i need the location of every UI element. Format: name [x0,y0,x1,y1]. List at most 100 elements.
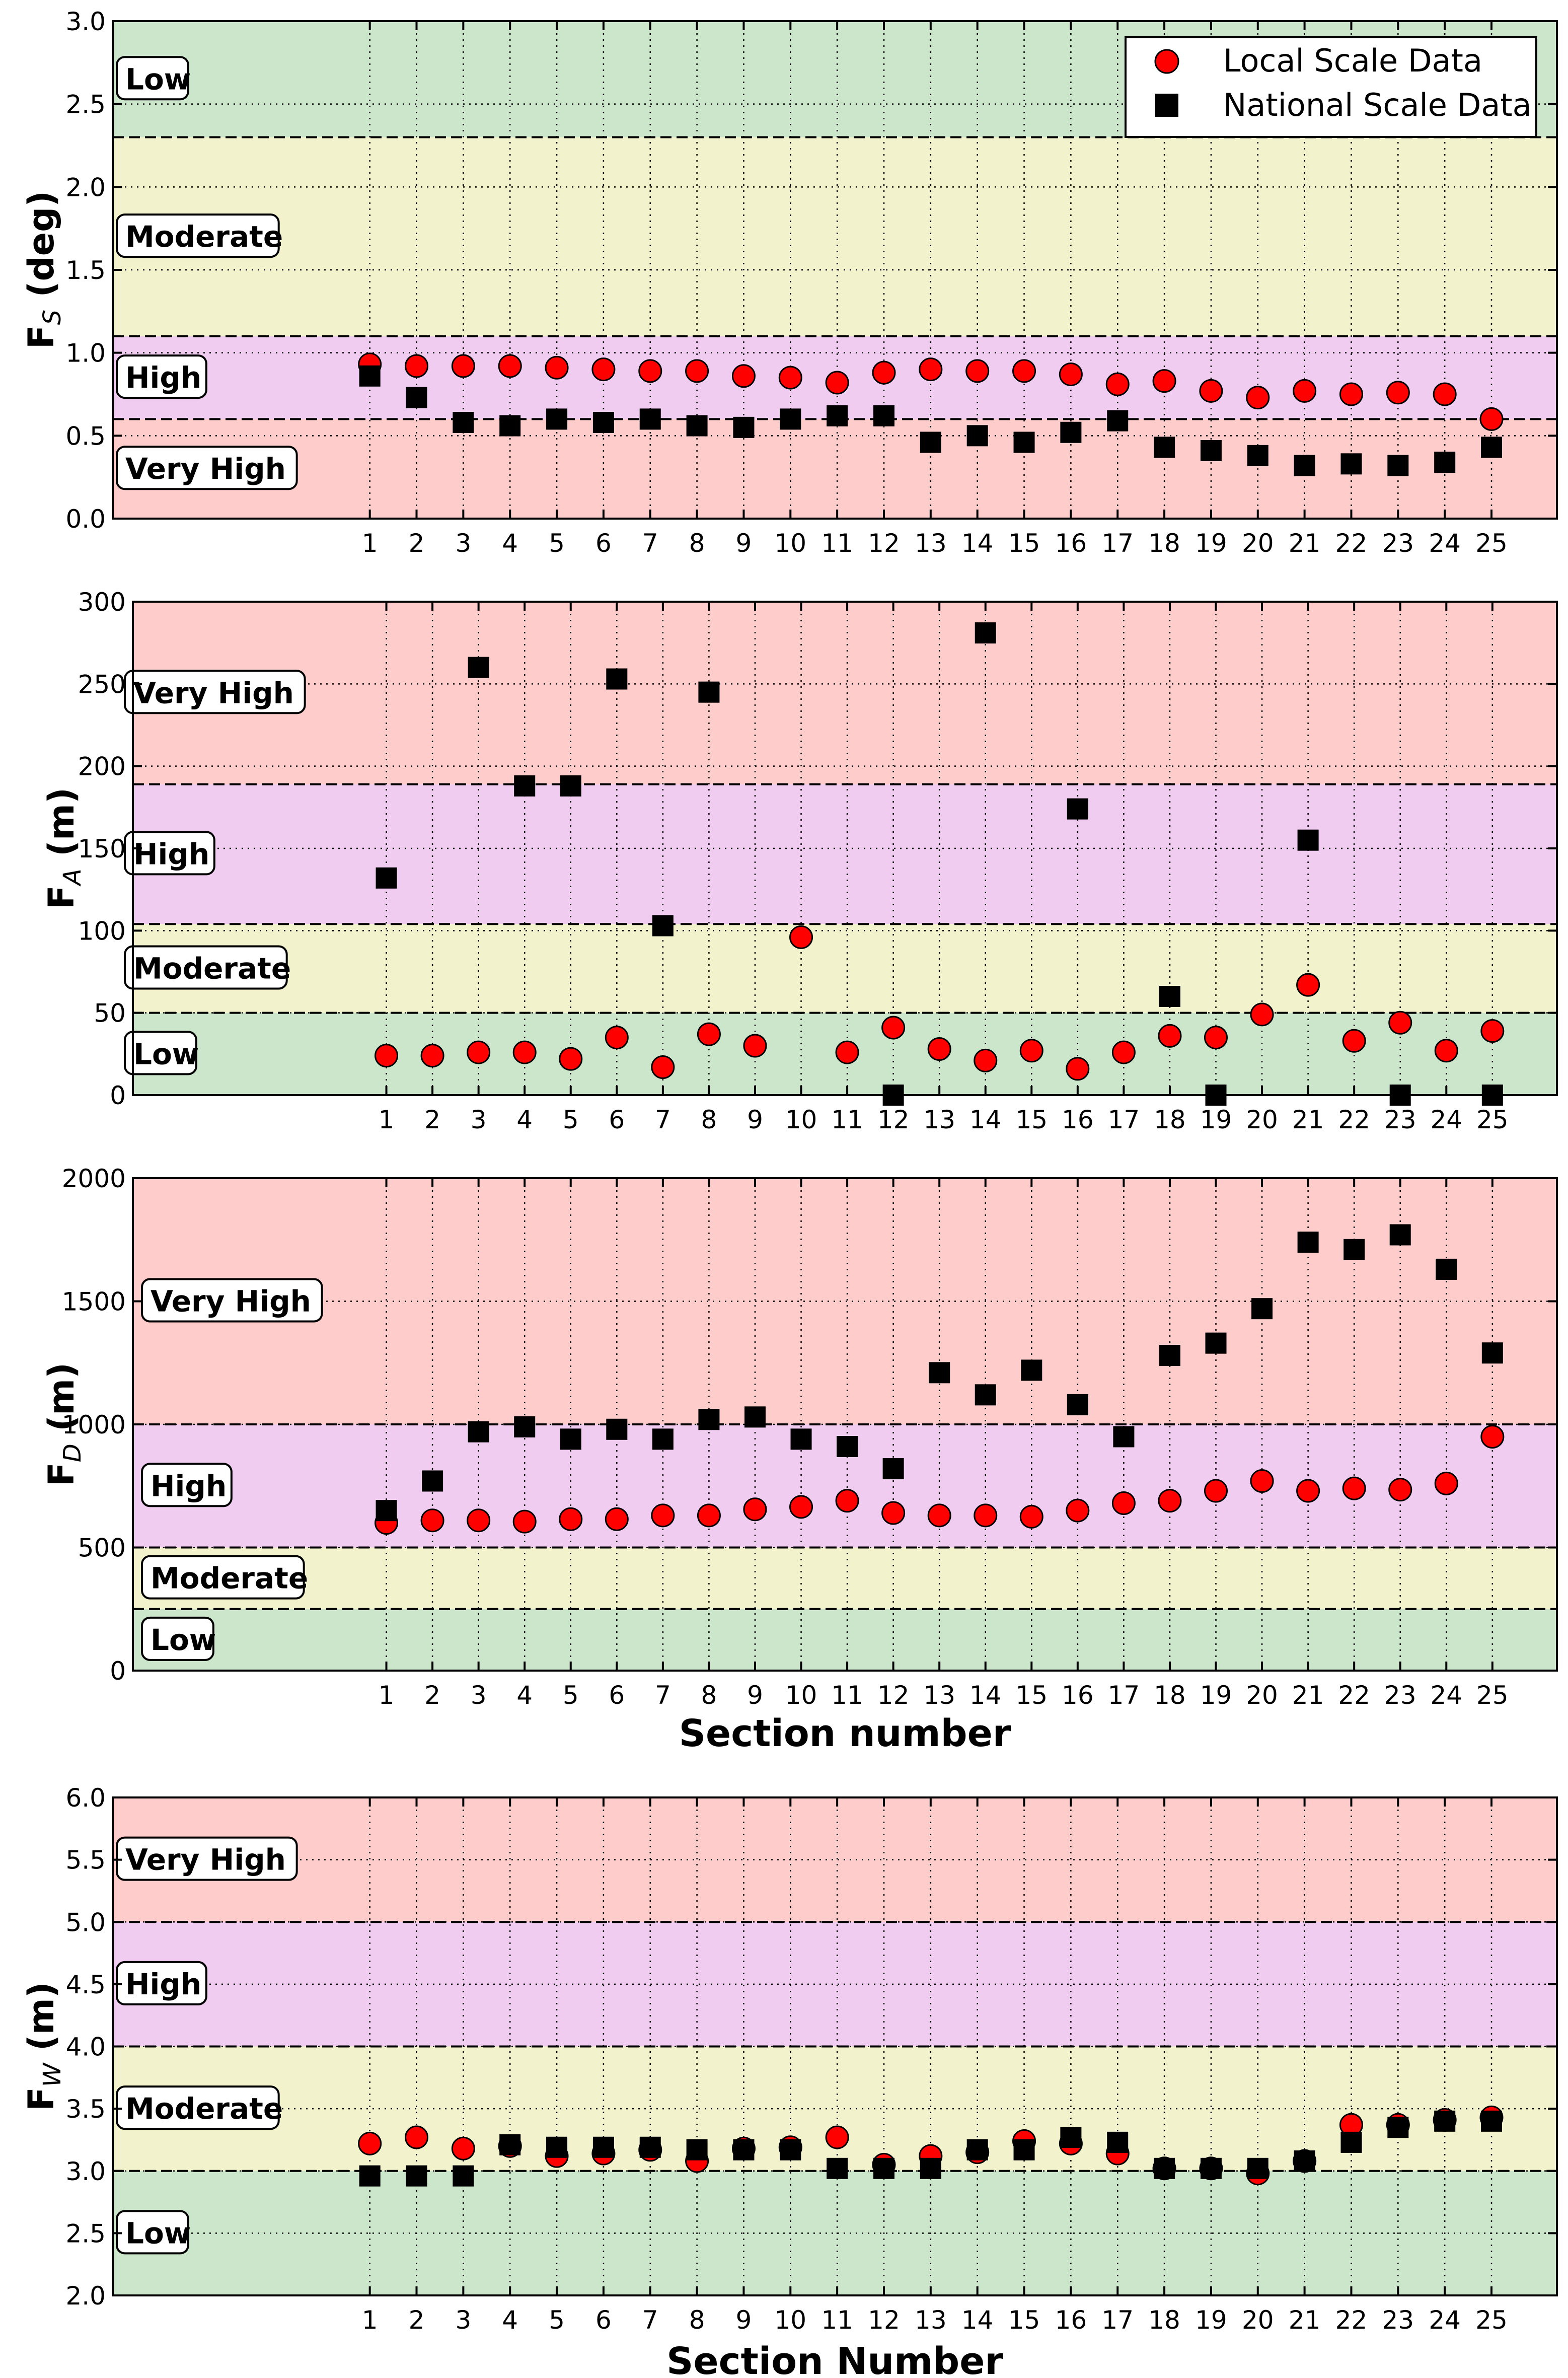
x-tick-label: 12 [877,1105,910,1134]
band-label-low: Low [116,56,191,101]
x-tick-label: 3 [455,529,471,558]
national-point-18 [1154,437,1175,458]
local-point-16 [1059,362,1083,386]
band-label-moderate: Moderate [116,213,283,258]
local-point-10 [778,366,802,390]
x-tick-label: 9 [747,1105,763,1134]
x-tick-label: 17 [1108,1681,1140,1710]
x-tick-label: 7 [642,529,658,558]
y-tick-label: 6.0 [65,1783,106,1813]
x-tick-label: 14 [961,2305,994,2335]
local-point-7 [651,1055,675,1079]
x-tick-label: 6 [595,2305,612,2335]
x-tick-label: 4 [516,1105,533,1134]
national-point-2 [406,2165,427,2187]
x-tick-label: 4 [516,1681,533,1710]
x-tick-label: 8 [689,529,705,558]
national-point-5 [560,775,581,797]
national-point-9 [744,1406,766,1428]
x-tick-label: 19 [1200,1681,1232,1710]
y-tick-label: 1.5 [65,256,106,285]
local-point-23 [1388,1011,1412,1035]
x-tick-label: 17 [1108,1105,1140,1134]
local-point-15 [1019,1039,1043,1063]
national-point-4 [514,775,536,797]
x-tick-label: 25 [1475,2305,1508,2335]
x-tick-label: 21 [1289,529,1321,558]
national-point-21 [1297,829,1319,851]
band-label-box [116,354,207,399]
national-point-7 [652,915,674,936]
local-point-22 [1339,382,1363,406]
local-point-10 [789,1495,813,1519]
band-label-text: High [125,361,201,395]
y-tick-label: 300 [78,588,126,617]
national-point-12 [873,405,894,426]
national-point-12 [882,1458,904,1480]
panel-fw: Low Moderate High Very High 2.0 2.5 3.0 3.5 4.0 4… [21,1783,1558,2378]
national-point-21 [1294,455,1315,476]
local-point-13 [927,1503,951,1528]
y-axis-label: FA (m) [41,787,87,909]
local-point-24 [1434,1471,1458,1495]
local-point-22 [1342,1476,1366,1500]
local-point-20 [1246,386,1270,410]
local-point-9 [743,1034,767,1058]
national-point-10 [780,2139,801,2160]
local-point-3 [451,354,475,378]
x-tick-label: 5 [563,1681,579,1710]
national-point-18 [1159,986,1180,1007]
y-axis-label: FS (deg) [21,191,66,349]
y-tick-label: 50 [94,999,126,1028]
x-tick-label: 12 [868,529,900,558]
x-tick-label: 23 [1382,2305,1414,2335]
x-tick-label: 24 [1430,1681,1462,1710]
y-tick-label: 4.5 [65,1970,106,1999]
y-tick-label: 500 [78,1534,126,1563]
band-label-text: Low [133,1037,199,1071]
local-point-19 [1199,379,1223,403]
national-point-3 [453,411,474,433]
national-point-4 [514,1416,536,1437]
x-tick-label: 9 [736,529,752,558]
y-tick-label: 3.0 [65,2157,106,2186]
local-point-12 [881,1016,906,1040]
band-label-box [124,945,288,990]
band-label-text: Moderate [125,220,283,254]
x-tick-label: 1 [362,2305,378,2335]
band-label-box [116,446,298,490]
local-point-10 [789,925,813,949]
national-point-11 [837,1436,858,1458]
national-point-14 [975,622,996,644]
x-tick-label: 13 [915,529,947,558]
local-point-4 [498,354,522,378]
local-point-16 [1066,1498,1090,1523]
national-point-25 [1481,2110,1503,2132]
national-point-17 [1113,1426,1135,1448]
local-point-12 [881,1501,906,1525]
x-tick-label: 2 [409,529,425,558]
legend-local-marker [1154,49,1179,74]
national-point-9 [733,2139,755,2160]
national-point-22 [1340,2131,1362,2153]
national-point-15 [1021,1359,1042,1381]
national-point-2 [422,1470,443,1492]
national-point-25 [1481,1085,1503,1106]
local-point-15 [1019,1504,1043,1529]
national-point-23 [1387,2117,1409,2138]
y-tick-label: 5.0 [65,1908,106,1937]
local-point-5 [559,1507,583,1531]
band-moderate [113,137,1557,336]
y-tick-label: 3.5 [65,2095,106,2124]
national-point-1 [376,1500,397,1522]
x-tick-label: 8 [701,1105,717,1134]
local-point-2 [420,1508,444,1533]
y-tick-label: 0.5 [65,421,106,451]
local-point-16 [1066,1057,1090,1081]
national-point-24 [1434,452,1456,473]
national-point-5 [560,1428,581,1450]
band-label-very-high: Very High [124,670,306,714]
band-label-box [116,213,280,258]
x-tick-label: 9 [736,2305,752,2335]
national-point-3 [453,2165,474,2187]
